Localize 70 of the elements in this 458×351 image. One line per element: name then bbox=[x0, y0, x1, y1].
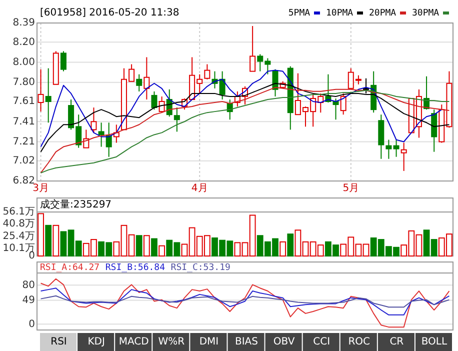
bar bbox=[287, 234, 294, 256]
bar bbox=[136, 235, 142, 256]
legend-label: 20PMA bbox=[369, 8, 397, 18]
tab-button: DMI bbox=[190, 333, 227, 351]
tab-button: KDJ bbox=[78, 333, 114, 351]
tab-button: OBV bbox=[265, 333, 302, 351]
tab-button: ROC bbox=[340, 333, 377, 351]
candlestick bbox=[38, 68, 44, 112]
candlestick bbox=[250, 26, 256, 72]
candlestick bbox=[174, 107, 180, 132]
bar bbox=[38, 213, 44, 256]
candlestick bbox=[400, 142, 407, 172]
text: RSI_C:53.19 bbox=[170, 262, 230, 273]
y-tick-label: 7.80 bbox=[12, 77, 35, 88]
series-label: RSI_A:64.27 bbox=[40, 262, 100, 273]
bar bbox=[151, 238, 158, 256]
y-tick-label: 0 bbox=[28, 318, 35, 330]
y-tick-label: 40.8万 bbox=[2, 218, 35, 230]
y-tick-label: 56.1万 bbox=[2, 206, 35, 218]
y-tick-label: 6.82 bbox=[12, 176, 35, 187]
candlestick bbox=[45, 68, 52, 124]
candlestick bbox=[106, 122, 112, 158]
tab-button: BIAS bbox=[228, 333, 264, 351]
legend-label: 10PMA bbox=[326, 8, 354, 18]
y-tick-label: 25.4万 bbox=[2, 230, 35, 242]
candlestick bbox=[151, 90, 158, 110]
bar bbox=[45, 224, 52, 256]
bar bbox=[52, 224, 60, 256]
candlestick bbox=[144, 56, 150, 100]
tab-button: CR bbox=[378, 333, 414, 351]
candlestick bbox=[204, 64, 210, 80]
candlestick bbox=[83, 129, 90, 148]
candlestick bbox=[60, 50, 66, 72]
candlestick bbox=[340, 92, 346, 116]
y-tick-label: 7.61 bbox=[12, 96, 35, 108]
tab-button: RSI bbox=[40, 333, 77, 351]
candlestick bbox=[136, 74, 142, 92]
y-tick-label: 7.21 bbox=[12, 136, 35, 148]
candlestick bbox=[90, 107, 97, 134]
tab-button: CCI bbox=[302, 333, 340, 351]
x-tick-label: 5月 bbox=[342, 183, 360, 194]
candlestick bbox=[332, 98, 339, 120]
line-series bbox=[40, 278, 450, 328]
x-tick-label: 4月 bbox=[191, 183, 208, 194]
text: RSI_B:56.84 bbox=[105, 262, 166, 273]
legend-label: 5PMA bbox=[288, 8, 311, 18]
y-tick-label: 7.02 bbox=[12, 156, 35, 167]
bar bbox=[143, 235, 150, 256]
chart-title: 成交量:235297 bbox=[40, 198, 112, 211]
line-series bbox=[40, 295, 450, 308]
y-tick-label: 49 bbox=[22, 295, 35, 306]
legend-label: 30PMA bbox=[412, 8, 440, 18]
y-tick-label: 8.00 bbox=[12, 56, 35, 68]
bar bbox=[158, 245, 165, 256]
tab-button: W%R bbox=[152, 333, 190, 351]
tab-button: MACD bbox=[115, 333, 152, 351]
chart-title: [601958] 2016-05-20 11:38 bbox=[40, 8, 180, 19]
candlestick bbox=[219, 70, 226, 100]
candlestick bbox=[98, 122, 104, 148]
y-tick-label: 7.41 bbox=[12, 116, 35, 128]
bar bbox=[280, 241, 286, 256]
y-tick-label: 8.20 bbox=[12, 36, 35, 48]
candlestick bbox=[393, 139, 400, 158]
tab-button: BOLL bbox=[415, 333, 452, 351]
y-tick-label: 8.39 bbox=[12, 18, 35, 29]
candlestick bbox=[386, 139, 392, 160]
candlestick bbox=[431, 109, 438, 152]
x-tick-label: 3月 bbox=[32, 183, 49, 194]
line-series bbox=[40, 288, 450, 316]
y-tick-label: 80 bbox=[22, 280, 35, 291]
